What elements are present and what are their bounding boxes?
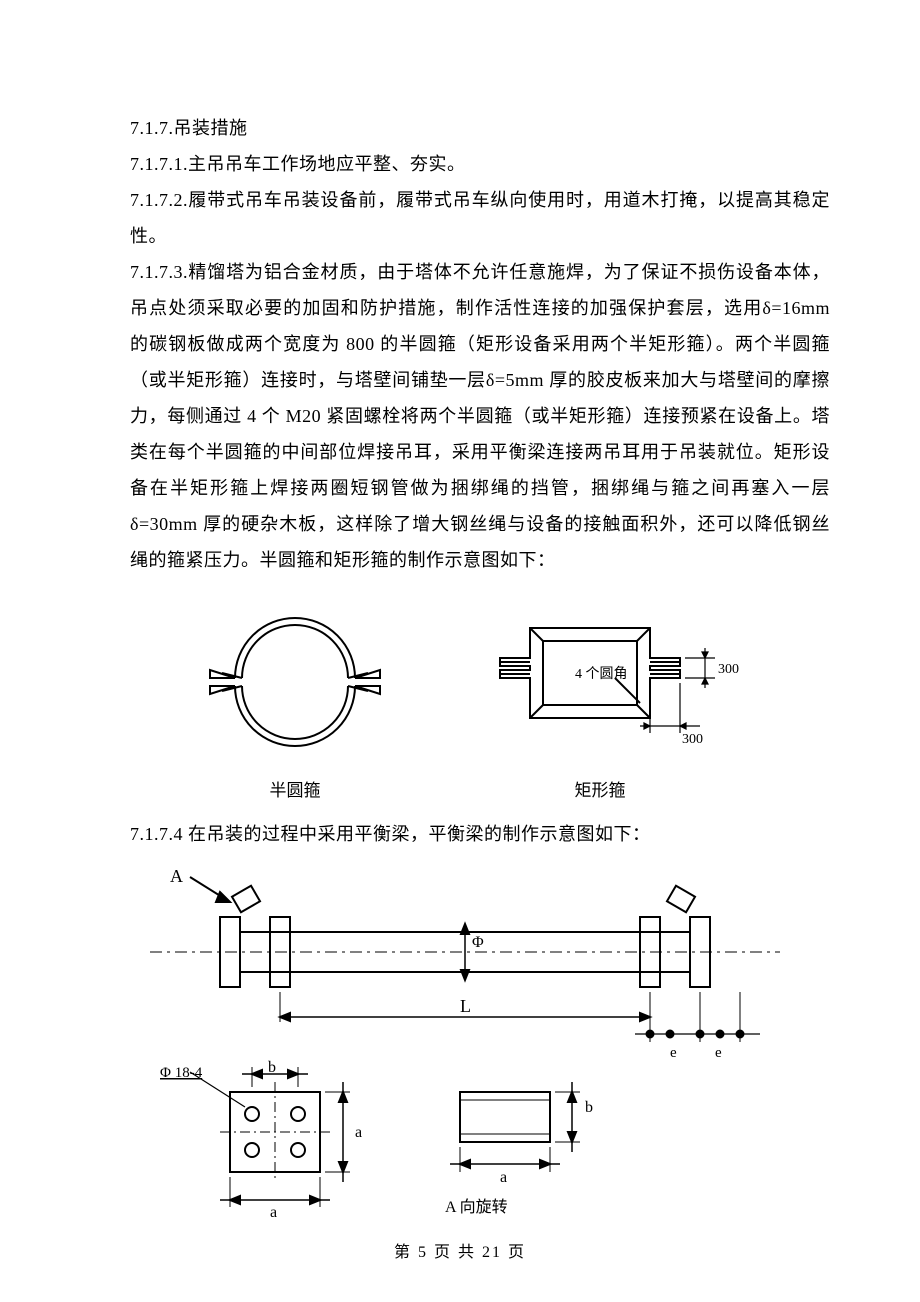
label-phi: Φ [472, 934, 484, 951]
label-a: a [500, 1169, 507, 1186]
rect-clamp-diagram: 4 个圆角 300 300 [470, 608, 780, 770]
label-b: b [585, 1099, 593, 1116]
dim-label: 300 [718, 662, 739, 677]
diagram-row-clamps: 4 个圆角 300 300 [180, 608, 830, 770]
label-rotation: A 向旋转 [445, 1198, 508, 1216]
caption-row: 半圆箍 矩形箍 [180, 774, 830, 808]
label-L: L [460, 996, 471, 1016]
section-heading: 7.1.7.吊装措施 [130, 110, 830, 146]
paragraph: 7.1.7.4 在吊装的过程中采用平衡梁，平衡梁的制作示意图如下： [130, 816, 830, 852]
label-A: A [170, 866, 183, 886]
balance-beam-diagram: A Φ L e e [130, 862, 830, 1234]
rect-inner-label: 4 个圆角 [575, 666, 628, 682]
document-page: 7.1.7.吊装措施 7.1.7.1.主吊吊车工作场地应平整、夯实。 7.1.7… [0, 0, 920, 1294]
label-a: a [270, 1204, 277, 1221]
paragraph: 7.1.7.2.履带式吊车吊装设备前，履带式吊车纵向使用时，用道木打掩，以提高其… [130, 182, 830, 254]
label-phi18: Φ 18-4 [160, 1065, 203, 1081]
half-circle-clamp-diagram [180, 608, 410, 770]
page-footer: 第 5 页 共 21 页 [0, 1238, 920, 1262]
caption: 矩形箍 [470, 774, 730, 808]
paragraph: 7.1.7.1.主吊吊车工作场地应平整、夯实。 [130, 146, 830, 182]
label-e: e [715, 1045, 722, 1061]
label-a: a [355, 1124, 362, 1141]
label-b: b [268, 1059, 276, 1076]
caption: 半圆箍 [180, 774, 410, 808]
paragraph: 7.1.7.3.精馏塔为铝合金材质，由于塔体不允许任意施焊，为了保证不损伤设备本… [130, 254, 830, 578]
label-e: e [670, 1045, 677, 1061]
dim-label: 300 [682, 732, 703, 747]
